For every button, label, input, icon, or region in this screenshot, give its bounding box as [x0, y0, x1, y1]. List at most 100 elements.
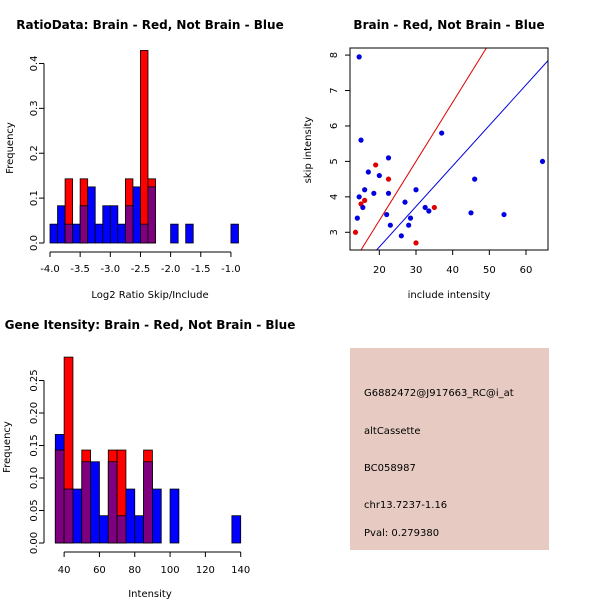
overlap-bar: [140, 223, 149, 244]
blue-bar: [72, 488, 83, 544]
info-panel: G6882472@J917663_RC@i_at altCassette BC0…: [350, 348, 549, 550]
y-tick-label: 5: [329, 158, 340, 164]
x-tick-label: 120: [196, 565, 215, 576]
ratio-histogram-panel: RatioData: Brain - Red, Not Brain - Blue…: [5, 18, 284, 301]
overlap-bar: [116, 515, 127, 544]
blue-bar: [132, 186, 141, 244]
blue-point: [472, 176, 478, 182]
blue-point: [365, 169, 371, 175]
chromosome-location: chr13.7237-1.16: [364, 500, 447, 511]
x-tick-label: -3.0: [101, 264, 121, 275]
blue-point: [501, 211, 507, 218]
red-point: [385, 176, 392, 182]
scatter-panel: Brain - Red, Not Brain - Blue include in…: [303, 18, 549, 301]
y-tick-label: 3: [329, 229, 340, 235]
blue-point: [371, 190, 377, 196]
y-tick-label: 0.4: [29, 56, 40, 72]
blue-bar: [72, 223, 81, 244]
accession: BC058987: [364, 463, 416, 474]
blue-bar: [94, 223, 104, 244]
x-tick-label: 60: [93, 565, 106, 576]
y-tick-label: 0.3: [29, 100, 40, 116]
x-tick-label: 30: [410, 265, 423, 276]
blue-point: [385, 190, 392, 196]
x-tick-label: 40: [58, 565, 71, 576]
blue-bar: [230, 223, 239, 244]
red-point: [373, 162, 379, 168]
x-tick-label: -2.5: [131, 264, 151, 275]
probe-id: G6882472@J917663_RC@i_at: [364, 388, 514, 399]
y-tick-label: 0.10: [29, 467, 40, 489]
overlap-bar: [79, 205, 89, 244]
blue-bar: [134, 515, 144, 544]
overlap-bar: [107, 461, 118, 544]
blue-bar: [57, 205, 66, 244]
info-box: [350, 348, 549, 550]
ratio-ylabel: Frequency: [5, 122, 16, 174]
y-tick-label: 0.00: [29, 532, 40, 554]
event-type: altCassette: [364, 426, 421, 437]
x-tick-label: -3.5: [70, 264, 90, 275]
p-value: Pval: 0.279380: [364, 528, 439, 539]
gene-ylabel: Frequency: [2, 421, 13, 473]
blue-point: [539, 158, 546, 165]
blue-point: [360, 204, 366, 211]
y-tick-label: 7: [329, 87, 340, 93]
blue-bar: [90, 461, 100, 544]
y-tick-label: 0.25: [29, 369, 40, 391]
x-tick-label: 140: [231, 565, 250, 576]
blue-bar: [170, 223, 179, 244]
y-tick-label: 0.20: [29, 402, 40, 424]
red-bar: [140, 50, 149, 244]
scatter-ylabel: skip intensity: [303, 117, 314, 184]
gene-xlabel: Intensity: [128, 589, 172, 600]
blue-point: [356, 54, 362, 60]
x-tick-label: 50: [483, 265, 496, 276]
ratio-title: RatioData: Brain - Red, Not Brain - Blue: [16, 18, 283, 32]
blue-bar: [125, 488, 136, 544]
blue-bar: [231, 515, 242, 544]
blue-point: [356, 194, 362, 200]
blue-point: [468, 210, 474, 216]
y-tick-label: 0.15: [29, 434, 40, 456]
ratio-xlabel: Log2 Ratio Skip/Include: [91, 290, 208, 301]
y-tick-label: 0.0: [29, 235, 40, 251]
gene-title: Gene Itensity: Brain - Red, Not Brain - …: [5, 318, 296, 332]
blue-point: [398, 233, 404, 239]
blue-bar: [87, 186, 96, 244]
x-tick-label: 60: [520, 265, 533, 276]
blue-bar: [99, 515, 109, 544]
y-tick-label: 8: [329, 52, 340, 58]
x-tick-label: 100: [161, 565, 180, 576]
regression-lines: [360, 48, 548, 250]
scatter-title: Brain - Red, Not Brain - Blue: [353, 18, 544, 32]
red-point: [352, 229, 359, 235]
blue-point: [406, 222, 412, 228]
blue-point: [387, 222, 393, 228]
red-fit-line: [360, 48, 487, 250]
blue-point: [413, 187, 419, 193]
blue-point: [376, 172, 382, 179]
blue-bar: [102, 205, 111, 244]
y-tick-label: 0.05: [29, 499, 40, 521]
red-point: [413, 240, 419, 246]
blue-bar: [169, 488, 180, 544]
blue-point: [358, 137, 364, 143]
y-tick-label: 4: [329, 194, 340, 200]
blue-point: [407, 215, 414, 221]
overlap-bar: [63, 488, 74, 544]
x-tick-label: 80: [128, 565, 141, 576]
y-tick-label: 6: [329, 123, 340, 129]
blue-bar: [152, 488, 162, 544]
blue-point: [385, 155, 392, 161]
blue-point: [354, 215, 360, 221]
blue-bar: [49, 223, 58, 244]
x-tick-label: -2.0: [161, 264, 181, 275]
overlap-bar: [143, 461, 153, 544]
scatter-xlabel: include intensity: [408, 290, 491, 301]
blue-bar: [109, 205, 119, 244]
plot-frame: [349, 47, 549, 251]
blue-fit-line: [375, 60, 548, 250]
y-tick-label: 0.2: [29, 145, 40, 161]
